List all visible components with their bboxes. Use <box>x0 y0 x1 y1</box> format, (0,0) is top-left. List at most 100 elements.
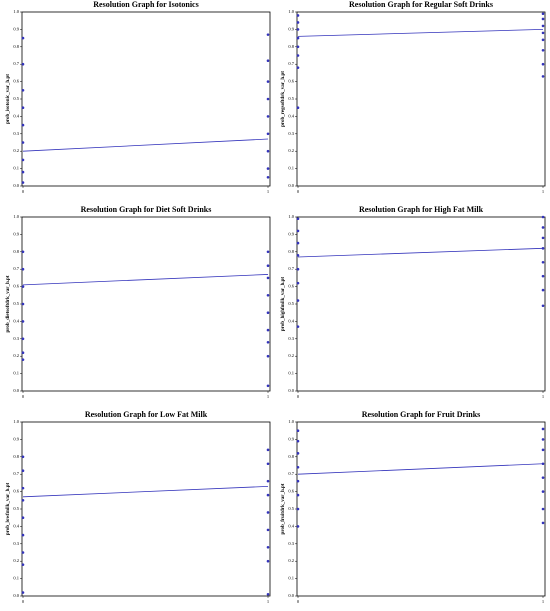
x-tick-label: 0 <box>297 394 300 399</box>
y-tick-label: 0.6 <box>13 284 19 289</box>
y-tick-label: 0.7 <box>13 61 19 66</box>
data-point <box>266 340 270 344</box>
x-tick-label: 1 <box>542 599 544 604</box>
data-point <box>541 521 545 525</box>
data-point <box>296 66 300 69</box>
data-point <box>266 479 270 483</box>
data-point <box>21 285 25 288</box>
y-tick-label: 0.6 <box>288 284 294 289</box>
plot-frame <box>296 216 546 392</box>
data-point <box>296 281 300 285</box>
data-point <box>296 45 300 49</box>
data-point <box>541 236 545 240</box>
data-point <box>266 97 270 101</box>
data-point <box>21 486 25 490</box>
chart-title: Resolution Graph for Fruit Drinks <box>362 410 481 419</box>
y-tick-label: 0.5 <box>288 96 294 101</box>
data-point <box>266 33 270 36</box>
data-point <box>296 253 300 257</box>
data-point <box>266 149 270 153</box>
data-point <box>541 38 545 42</box>
y-tick-label: 0.9 <box>13 231 19 236</box>
data-point <box>296 217 300 221</box>
data-point <box>541 462 545 466</box>
data-point <box>266 448 270 452</box>
data-point <box>541 24 545 28</box>
data-point <box>21 302 25 306</box>
y-tick-label: 0.2 <box>288 558 294 563</box>
data-point <box>266 328 270 332</box>
data-point <box>541 490 545 493</box>
y-tick-label: 0.7 <box>288 471 294 476</box>
data-point <box>266 176 270 179</box>
plot-frame <box>296 11 546 187</box>
y-axis-label: prob_dietsoftdrk_var_h.pt <box>6 275 11 332</box>
data-point <box>296 21 300 24</box>
data-point <box>541 438 545 441</box>
data-point <box>296 299 300 302</box>
y-tick-label: 0.1 <box>13 576 19 581</box>
y-tick-label: 0.4 <box>288 113 294 118</box>
data-point <box>21 106 25 109</box>
data-point <box>296 36 300 40</box>
data-point <box>266 384 270 388</box>
data-point <box>266 132 270 136</box>
data-point <box>266 167 270 170</box>
y-tick-label: 1.0 <box>13 419 19 424</box>
data-point <box>21 181 25 184</box>
y-tick-label: 0.8 <box>288 454 294 459</box>
fit-line <box>22 138 269 152</box>
data-point <box>541 17 545 21</box>
data-point <box>21 123 25 127</box>
data-point <box>21 158 25 162</box>
data-point <box>21 551 25 554</box>
chart-title: Resolution Graph for Regular Soft Drinks <box>349 0 493 9</box>
data-point <box>296 507 300 511</box>
y-axis-label: prob_highfmilk_var_h.pt <box>281 277 286 332</box>
fit-line <box>297 247 544 258</box>
data-point <box>296 28 300 31</box>
data-point <box>266 59 270 63</box>
y-tick-label: 0.1 <box>288 576 294 581</box>
y-tick-label: 0.5 <box>13 96 19 101</box>
y-tick-label: 0.3 <box>288 336 294 341</box>
data-point <box>21 62 25 66</box>
data-point <box>541 226 545 229</box>
plot-frame <box>296 421 546 597</box>
y-tick-label: 0.7 <box>13 471 19 476</box>
data-point <box>266 592 270 596</box>
data-point <box>266 528 270 532</box>
chart-panel: Resolution Graph for Low Fat Milk prob_lo… <box>6 410 271 604</box>
chart-panel: Resolution Graph for High Fat Milk prob_h… <box>281 205 546 399</box>
data-point <box>541 476 545 479</box>
data-point <box>541 274 545 278</box>
y-tick-label: 0.8 <box>288 249 294 254</box>
data-point <box>266 511 270 514</box>
y-tick-label: 0.2 <box>288 148 294 153</box>
chart-panel: Resolution Graph for Regular Soft Drinks… <box>281 0 546 194</box>
data-point <box>296 325 300 328</box>
x-tick-label: 0 <box>22 189 25 194</box>
y-tick-label: 0.4 <box>288 523 294 528</box>
data-point <box>21 89 25 92</box>
data-point <box>296 479 300 483</box>
data-point <box>21 469 25 473</box>
x-tick-label: 1 <box>542 189 544 194</box>
y-tick-label: 1.0 <box>288 419 294 424</box>
chart-title: Resolution Graph for Low Fat Milk <box>85 410 208 419</box>
x-tick-label: 0 <box>297 189 300 194</box>
y-tick-label: 0.7 <box>288 266 294 271</box>
data-point <box>21 250 25 254</box>
y-tick-label: 0.8 <box>13 249 19 254</box>
data-point <box>541 448 545 452</box>
y-tick-label: 0.8 <box>13 44 19 49</box>
fit-line <box>297 29 544 37</box>
data-point <box>296 229 300 233</box>
x-tick-label: 1 <box>267 394 269 399</box>
y-tick-label: 0.9 <box>13 26 19 31</box>
y-tick-label: 0.3 <box>288 541 294 546</box>
x-tick-label: 0 <box>22 394 25 399</box>
y-tick-label: 0.9 <box>288 436 294 441</box>
data-point <box>541 75 545 78</box>
